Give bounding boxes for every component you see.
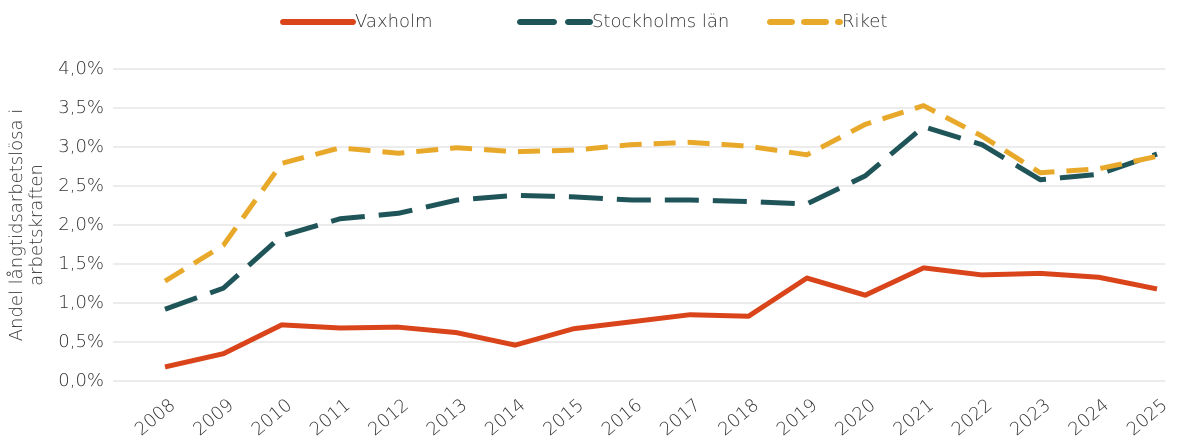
y-tick-label: 2,5% xyxy=(58,175,104,196)
x-tick-label: 2013 xyxy=(423,395,472,441)
x-tick-label: 2008 xyxy=(131,395,180,441)
y-tick-label: 0,5% xyxy=(58,331,104,352)
y-tick-label: 0,0% xyxy=(58,370,104,391)
y-tick-label: 3,0% xyxy=(58,136,104,157)
legend-label: Vaxholm xyxy=(355,11,433,32)
legend-label: Riket xyxy=(842,11,887,32)
y-tick-label: 3,5% xyxy=(58,97,104,118)
x-tick-label: 2014 xyxy=(481,395,530,441)
x-tick-label: 2018 xyxy=(714,395,763,441)
x-tick-label: 2010 xyxy=(248,395,297,441)
x-tick-label: 2009 xyxy=(189,395,238,441)
line-series xyxy=(164,124,1158,312)
line-series xyxy=(164,265,1158,370)
y-axis-label: Andel långtidsarbetslösa i xyxy=(6,109,27,342)
y-tick-label: 4,0% xyxy=(58,58,104,79)
x-tick-label: 2011 xyxy=(306,395,355,441)
x-tick-label: 2017 xyxy=(656,395,705,441)
legend-label: Stockholms län xyxy=(592,11,729,32)
x-tick-label: 2024 xyxy=(1064,395,1113,441)
x-tick-label: 2022 xyxy=(948,395,997,441)
x-tick-label: 2023 xyxy=(1006,395,1055,441)
x-tick-label: 2012 xyxy=(364,395,413,441)
x-tick-label: 2025 xyxy=(1123,395,1172,441)
x-tick-label: 2021 xyxy=(889,395,938,441)
x-tick-label: 2019 xyxy=(773,395,822,441)
x-tick-label: 2015 xyxy=(539,395,588,441)
x-tick-label: 2020 xyxy=(831,395,880,441)
y-tick-label: 2,0% xyxy=(58,214,104,235)
y-tick-label: 1,0% xyxy=(58,292,104,313)
line-series xyxy=(163,103,1158,284)
x-tick-label: 2016 xyxy=(598,395,647,441)
y-axis-label: arbetskraften xyxy=(26,164,47,286)
y-tick-label: 1,5% xyxy=(58,253,104,274)
